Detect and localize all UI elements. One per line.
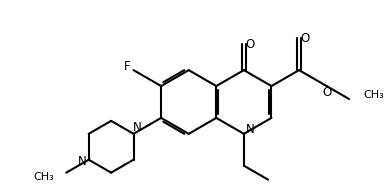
Text: CH₃: CH₃ — [34, 172, 54, 182]
Text: CH₃: CH₃ — [363, 90, 384, 100]
Text: N: N — [133, 121, 142, 134]
Text: N: N — [78, 155, 87, 168]
Text: N: N — [246, 123, 254, 136]
Text: F: F — [124, 60, 131, 73]
Text: O: O — [322, 86, 331, 99]
Text: O: O — [300, 32, 310, 45]
Text: O: O — [245, 38, 255, 51]
